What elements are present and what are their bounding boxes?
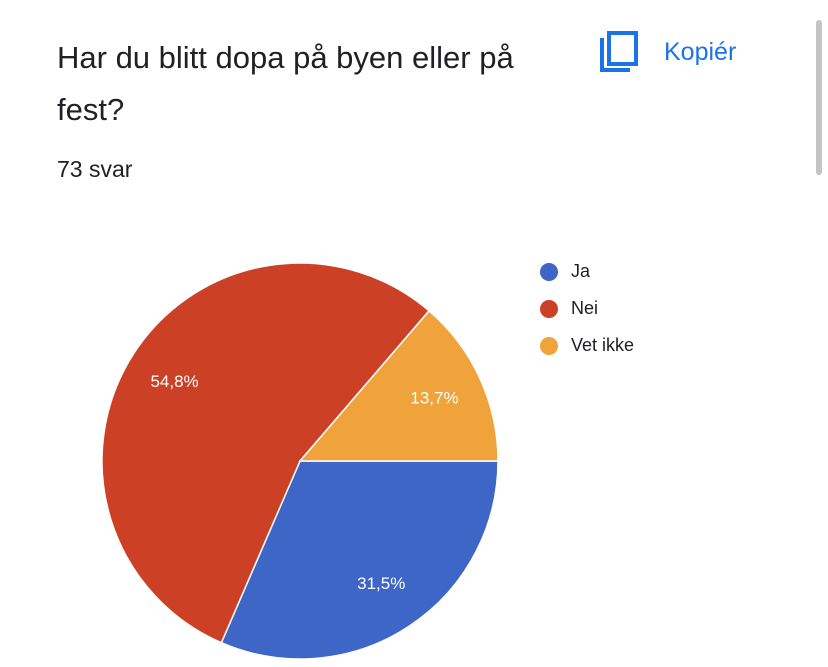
response-count: 73 svar bbox=[57, 156, 133, 182]
legend-swatch bbox=[540, 337, 558, 355]
legend-label: Ja bbox=[571, 261, 591, 281]
slice-label: 13,7% bbox=[410, 389, 458, 408]
pie-slice bbox=[220, 460, 499, 660]
legend-swatch bbox=[540, 300, 558, 318]
pie-slice bbox=[101, 262, 431, 644]
scrollbar[interactable] bbox=[816, 20, 822, 175]
pie-slice bbox=[298, 309, 499, 462]
copy-button[interactable]: Kopiér bbox=[598, 30, 736, 74]
slice-label: 31,5% bbox=[357, 574, 405, 593]
legend-label: Nei bbox=[571, 298, 598, 318]
legend-label: Vet ikke bbox=[571, 335, 634, 355]
copy-label[interactable]: Kopiér bbox=[664, 37, 737, 66]
copy-icon bbox=[600, 31, 638, 72]
slice-label: 54,8% bbox=[150, 372, 198, 391]
question-title: Har du blitt dopa på byen eller på fest? bbox=[57, 40, 514, 127]
legend-swatch bbox=[540, 263, 558, 281]
